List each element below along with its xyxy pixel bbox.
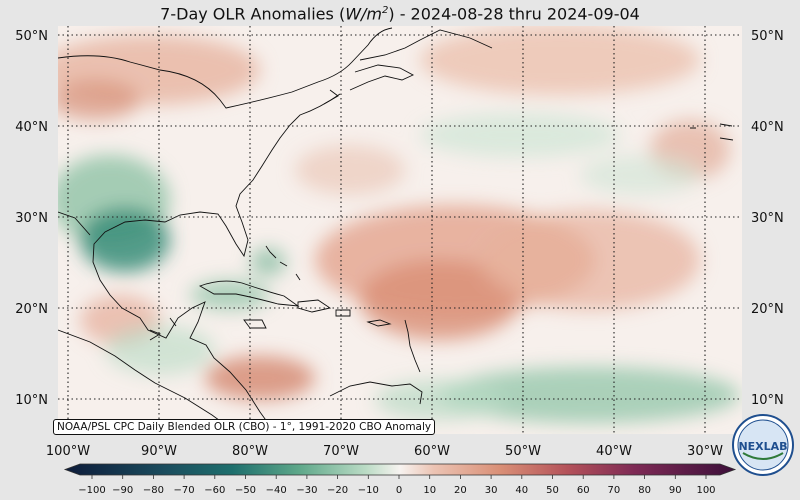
title-unit: W/m — [345, 4, 382, 24]
gridlines — [58, 26, 742, 434]
lat-label-50n-right: 50°N — [751, 29, 784, 44]
colorbar-tick-label: 60 — [577, 485, 590, 496]
lat-label-30n: 30°N — [15, 211, 48, 226]
lat-label-40n-right: 40°N — [751, 120, 784, 135]
latitude-labels: 50°N 40°N 30°N 20°N 10°N 50°N 40°N 30°N … — [15, 29, 784, 408]
colorbar-tick-label: −50 — [235, 485, 256, 496]
logo-text: NEXLAB — [738, 440, 787, 453]
lon-label-90w: 90°W — [141, 444, 177, 459]
colorbar-tick-label: 70 — [608, 485, 621, 496]
lon-label-70w: 70°W — [323, 444, 359, 459]
nexlab-logo: NEXLAB — [732, 414, 794, 476]
colorbar-tick-label: 30 — [485, 485, 498, 496]
data-source-label: NOAA/PSL CPC Daily Blended OLR (CBO) - 1… — [53, 419, 436, 435]
colorbar-ticks: −100 −90 −80 −70 −60 −50 −40 −30 −20 −10 0 10 20 30 40… — [78, 475, 716, 496]
colorbar-tick-label: −90 — [112, 485, 133, 496]
title-prefix: 7-Day OLR Anomalies ( — [160, 4, 346, 24]
colorbar-tick-label: 50 — [546, 485, 559, 496]
colorbar-tick-label: −60 — [204, 485, 225, 496]
coastlines — [58, 27, 734, 434]
colorbar-tick-label: −70 — [174, 485, 195, 496]
colorbar-tick-label: −30 — [296, 485, 317, 496]
colorbar-tick-label: −80 — [143, 485, 164, 496]
anomaly-field — [58, 26, 742, 434]
colorbar-tick-label: 0 — [396, 485, 402, 496]
lat-label-50n: 50°N — [15, 29, 48, 44]
title-unit-exponent: 2 — [381, 5, 389, 16]
lon-label-60w: 60°W — [414, 444, 450, 459]
colorbar: −100 −90 −80 −70 −60 −50 −40 −30 −20 −10 0 10 20 30 40… — [63, 463, 737, 496]
lat-label-10n-right: 10°N — [751, 393, 784, 408]
lon-label-80w: 80°W — [232, 444, 268, 459]
lon-label-50w: 50°W — [505, 444, 541, 459]
colorbar-tick-label: 80 — [638, 485, 651, 496]
colorbar-tick-label: −10 — [358, 485, 379, 496]
colorbar-tick-label: −100 — [78, 485, 105, 496]
colorbar-tick-label: 40 — [515, 485, 528, 496]
colorbar-tick-label: 10 — [423, 485, 436, 496]
colorbar-tick-label: −20 — [327, 485, 348, 496]
title-suffix: ) - 2024-08-28 thru 2024-09-04 — [388, 4, 640, 24]
colorbar-tick-label: 90 — [669, 485, 682, 496]
lat-label-20n-right: 20°N — [751, 302, 784, 317]
lon-label-40w: 40°W — [596, 444, 632, 459]
lat-label-30n-right: 30°N — [751, 211, 784, 226]
map-title: 7-Day OLR Anomalies (W/m2) - 2024-08-28 … — [0, 0, 800, 24]
lat-label-40n: 40°N — [15, 120, 48, 135]
lon-label-30w: 30°W — [687, 444, 723, 459]
longitude-labels: 100°W 90°W 80°W 70°W 60°W 50°W 40°W 30°W — [46, 444, 723, 459]
colorbar-tick-label: 20 — [454, 485, 467, 496]
colorbar-tick-label: 100 — [696, 485, 715, 496]
lon-label-100w: 100°W — [46, 444, 90, 459]
lat-label-10n: 10°N — [15, 393, 48, 408]
lat-label-20n: 20°N — [15, 302, 48, 317]
colorbar-tick-label: −40 — [266, 485, 287, 496]
